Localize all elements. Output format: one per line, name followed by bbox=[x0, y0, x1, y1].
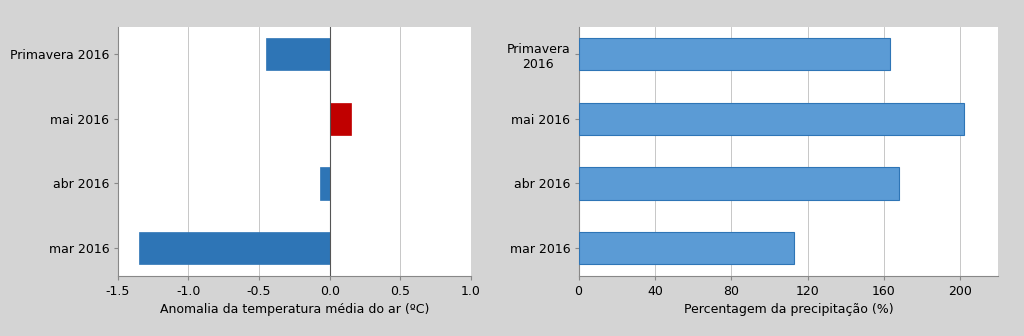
Bar bbox=[579, 103, 964, 135]
Bar bbox=[330, 103, 351, 135]
X-axis label: Anomalia da temperatura média do ar (ºC): Anomalia da temperatura média do ar (ºC) bbox=[160, 303, 429, 316]
Bar bbox=[266, 38, 330, 71]
Bar bbox=[319, 167, 330, 200]
X-axis label: Percentagem da precipitação (%): Percentagem da precipitação (%) bbox=[684, 303, 893, 316]
Bar bbox=[139, 232, 330, 264]
Bar bbox=[579, 167, 899, 200]
Bar bbox=[579, 232, 795, 264]
Bar bbox=[579, 38, 890, 71]
